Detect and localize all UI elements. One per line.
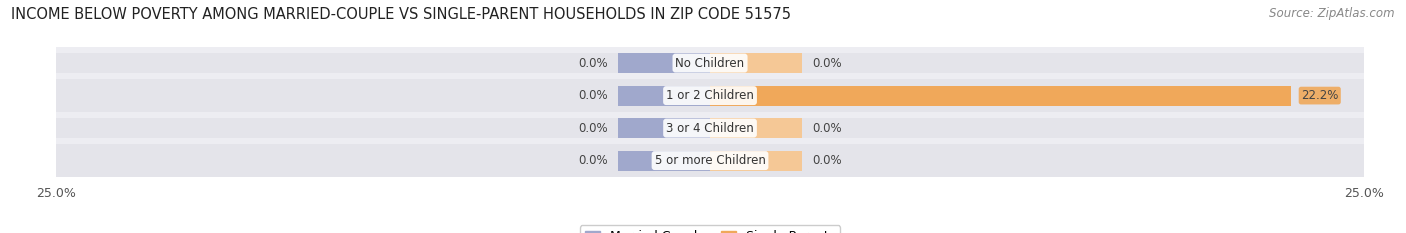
Text: 0.0%: 0.0% — [813, 57, 842, 70]
Bar — [56, 79, 1364, 112]
Bar — [56, 86, 1364, 106]
Text: 0.0%: 0.0% — [578, 57, 607, 70]
Bar — [619, 53, 710, 73]
Bar — [56, 144, 1364, 177]
Text: 22.2%: 22.2% — [1301, 89, 1339, 102]
Text: 0.0%: 0.0% — [813, 122, 842, 135]
Text: INCOME BELOW POVERTY AMONG MARRIED-COUPLE VS SINGLE-PARENT HOUSEHOLDS IN ZIP COD: INCOME BELOW POVERTY AMONG MARRIED-COUPL… — [11, 7, 792, 22]
Text: Source: ZipAtlas.com: Source: ZipAtlas.com — [1270, 7, 1395, 20]
Bar — [710, 118, 801, 138]
Text: 0.0%: 0.0% — [578, 122, 607, 135]
Text: 5 or more Children: 5 or more Children — [655, 154, 765, 167]
Bar — [56, 53, 1364, 73]
Bar — [56, 118, 1364, 138]
Text: 0.0%: 0.0% — [813, 154, 842, 167]
Bar — [619, 86, 710, 106]
Text: No Children: No Children — [675, 57, 745, 70]
Bar — [619, 118, 710, 138]
Text: 0.0%: 0.0% — [578, 154, 607, 167]
Text: 1 or 2 Children: 1 or 2 Children — [666, 89, 754, 102]
Text: 3 or 4 Children: 3 or 4 Children — [666, 122, 754, 135]
Legend: Married Couples, Single Parents: Married Couples, Single Parents — [579, 225, 841, 233]
Bar — [56, 112, 1364, 144]
Bar — [619, 151, 710, 171]
Bar — [710, 151, 801, 171]
Bar — [56, 47, 1364, 79]
Bar — [710, 53, 801, 73]
Text: 0.0%: 0.0% — [578, 89, 607, 102]
Bar — [56, 151, 1364, 171]
Bar — [710, 86, 1291, 106]
